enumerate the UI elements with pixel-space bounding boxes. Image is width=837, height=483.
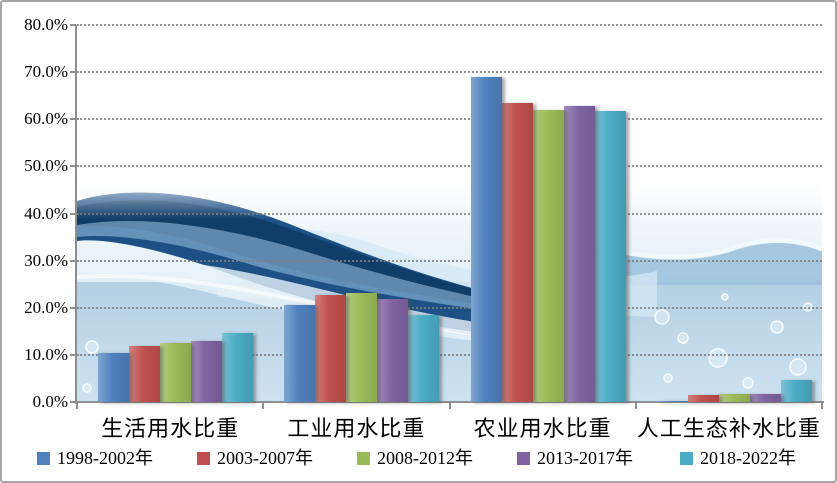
y-axis-tick	[70, 212, 76, 215]
y-axis-tick-label: 40.0%	[24, 203, 68, 223]
bar-2013-2017年-工业用水比重	[377, 299, 409, 402]
y-axis-tick	[70, 401, 76, 403]
bar-1998-2002年-农业用水比重	[470, 77, 502, 402]
y-axis-tick-label: 20.0%	[24, 297, 68, 317]
y-axis-tick-label: 60.0%	[24, 109, 68, 129]
y-axis-tick	[70, 118, 76, 121]
bar-2013-2017年-农业用水比重	[563, 106, 595, 402]
bar-2013-2017年-人工生态补水比重	[749, 394, 781, 402]
y-axis-tick-label: 80.0%	[24, 15, 68, 34]
bar-1998-2002年-人工生态补水比重	[656, 401, 688, 402]
y-axis-tick	[70, 306, 76, 309]
gridline	[77, 71, 822, 74]
legend-label: 1998-2002年	[57, 448, 153, 468]
bar-2018-2022年-农业用水比重	[594, 111, 626, 402]
x-axis-tick	[821, 403, 823, 409]
legend-label: 2018-2022年	[700, 448, 796, 468]
legend-swatch	[357, 451, 370, 465]
gridline	[77, 165, 822, 168]
x-axis-line	[75, 401, 824, 403]
legend-swatch	[37, 451, 50, 465]
legend-item: 1998-2002年	[37, 448, 153, 468]
category-label: 生活用水比重	[101, 416, 240, 441]
category-label: 农业用水比重	[473, 416, 612, 441]
y-axis-tick	[70, 24, 76, 26]
legend-swatch	[517, 451, 530, 465]
y-axis-tick	[70, 259, 76, 262]
x-axis-tick	[262, 403, 265, 409]
x-axis-tick	[448, 403, 451, 409]
legend-label: 2003-2007年	[217, 448, 313, 468]
bar-2018-2022年-生活用水比重	[222, 333, 253, 402]
y-axis-tick-label: 10.0%	[24, 344, 68, 364]
legend-label: 2008-2012年	[377, 448, 473, 468]
y-axis-line	[75, 25, 77, 404]
bar-2008-2012年-工业用水比重	[346, 293, 378, 402]
category-label: 人工生态补水比重	[636, 416, 821, 441]
bar-2018-2022年-人工生态补水比重	[780, 380, 812, 402]
legend-swatch	[680, 451, 693, 465]
bar-2008-2012年-生活用水比重	[160, 343, 191, 402]
legend-label: 2013-2017年	[537, 448, 633, 468]
bar-2003-2007年-农业用水比重	[501, 103, 533, 402]
bar-2003-2007年-人工生态补水比重	[687, 395, 719, 402]
bar-2003-2007年-生活用水比重	[129, 346, 160, 402]
bar-2008-2012年-农业用水比重	[532, 110, 564, 402]
y-axis-tick	[70, 71, 76, 74]
legend-item: 2018-2022年	[680, 448, 796, 468]
legend-item: 2008-2012年	[357, 448, 473, 468]
y-axis-tick-label: 50.0%	[24, 156, 68, 176]
gridline	[77, 118, 822, 121]
legend-item: 2013-2017年	[517, 448, 633, 468]
y-axis-tick-label: 30.0%	[24, 250, 68, 270]
bar-2013-2017年-生活用水比重	[191, 341, 222, 402]
gridline	[77, 306, 822, 309]
x-axis-tick	[634, 403, 637, 409]
plot-area	[77, 24, 822, 402]
gridline	[77, 353, 822, 356]
y-axis-tick-label: 70.0%	[24, 62, 68, 82]
gridline	[77, 212, 822, 215]
y-axis-tick	[70, 165, 76, 168]
bar-2018-2022年-工业用水比重	[408, 315, 440, 402]
gridline	[77, 259, 822, 262]
legend-item: 2003-2007年	[197, 448, 313, 468]
y-axis-tick-label: 0.0%	[32, 392, 68, 411]
bar-1998-2002年-生活用水比重	[98, 353, 129, 402]
x-axis-tick	[76, 403, 78, 409]
y-axis-tick	[70, 353, 76, 356]
legend-swatch	[197, 451, 210, 465]
bar-2008-2012年-人工生态补水比重	[718, 394, 750, 402]
category-label: 工业用水比重	[287, 416, 426, 441]
gridline	[77, 24, 822, 26]
bar-2003-2007年-工业用水比重	[315, 295, 347, 402]
bar-1998-2002年-工业用水比重	[284, 305, 316, 402]
